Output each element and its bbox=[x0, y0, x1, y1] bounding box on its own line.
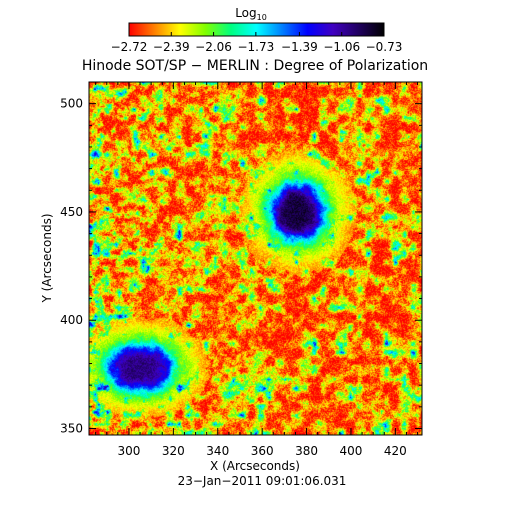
y-tick-label: 450 bbox=[60, 205, 83, 219]
heatmap-area bbox=[89, 82, 422, 435]
colorbar-tick-label: −1.06 bbox=[323, 40, 360, 54]
x-tick-label: 420 bbox=[384, 444, 407, 458]
colorbar-tick-label: −2.72 bbox=[111, 40, 148, 54]
y-tick-label: 500 bbox=[60, 97, 83, 111]
timestamp: 23−Jan−2011 09:01:06.031 bbox=[178, 474, 347, 488]
chart-title: Hinode SOT/SP − MERLIN : Degree of Polar… bbox=[82, 58, 428, 74]
x-tick-label: 380 bbox=[295, 444, 318, 458]
y-axis-label: Y (Arcseconds) bbox=[40, 213, 54, 303]
colorbar-ticks: −2.72 −2.39 −2.06 −1.73 −1.39 −1.06 −0.73 bbox=[111, 32, 403, 54]
colorbar-tick-label: −2.06 bbox=[195, 40, 232, 54]
x-tick-label: 320 bbox=[162, 444, 185, 458]
x-tick-label: 300 bbox=[118, 444, 141, 458]
x-axis-label: X (Arcseconds) bbox=[210, 459, 300, 473]
y-tick-label: 400 bbox=[60, 313, 83, 327]
plot-frame bbox=[88, 81, 423, 436]
colorbar-tick-label: −1.73 bbox=[237, 40, 274, 54]
colorbar-tick-label: −0.73 bbox=[366, 40, 403, 54]
colorbar-gradient bbox=[128, 22, 385, 37]
x-axis: 300 320 340 360 380 400 420 bbox=[95, 82, 419, 458]
x-tick-label: 340 bbox=[206, 444, 229, 458]
colorbar-tick-label: −1.39 bbox=[281, 40, 318, 54]
x-tick-label: 360 bbox=[251, 444, 274, 458]
colorbar: Log10 −2.72 −2.39 −2.06 −1.73 −1.39 −1.06 −0.7… bbox=[111, 6, 403, 54]
y-axis: 350 400 450 500 bbox=[60, 81, 422, 436]
x-tick-label: 400 bbox=[340, 444, 363, 458]
colorbar-tick-label: −2.39 bbox=[153, 40, 190, 54]
y-tick-label: 350 bbox=[60, 422, 83, 436]
heatmap-image bbox=[89, 82, 422, 435]
colorbar-label: Log10 bbox=[235, 6, 267, 22]
